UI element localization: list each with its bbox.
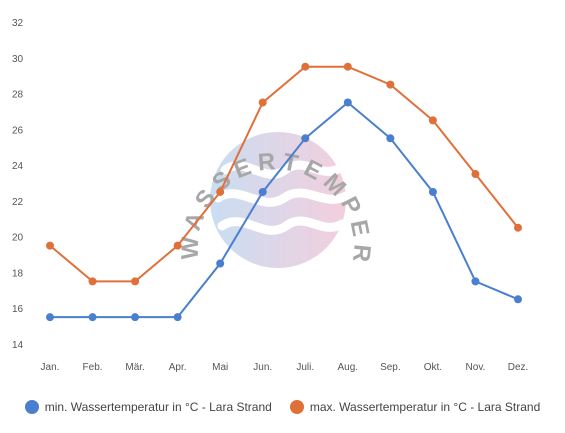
y-tick-label: 32 — [12, 18, 24, 29]
x-tick-label: Mai — [212, 362, 228, 373]
y-tick-label: 16 — [12, 304, 24, 315]
data-point-0-5[interactable] — [258, 187, 267, 196]
legend-marker-max — [289, 400, 304, 414]
legend-item-max[interactable]: max. Wassertemperatur in °C - Lara Stran… — [289, 400, 541, 414]
y-tick-label: 22 — [12, 197, 24, 208]
data-point-1-11[interactable] — [514, 223, 522, 232]
y-axis-ticks: 14 16 18 20 22 24 26 28 30 32 — [12, 18, 24, 351]
series-line-0 — [50, 101, 519, 319]
data-point-1-9[interactable] — [428, 116, 437, 125]
y-tick-label: 20 — [12, 233, 24, 244]
data-point-0-8[interactable] — [386, 134, 395, 143]
x-tick-label: Okt. — [424, 362, 442, 373]
data-point-0-10[interactable] — [471, 277, 480, 286]
data-point-0-3[interactable] — [173, 313, 182, 322]
data-point-0-1[interactable] — [88, 313, 97, 322]
data-point-0-9[interactable] — [428, 187, 437, 196]
x-tick-label: Juli. — [296, 362, 314, 373]
x-tick-label: Mär. — [125, 362, 144, 373]
x-tick-label: Nov. — [466, 362, 486, 373]
data-point-0-11[interactable] — [514, 295, 522, 304]
x-tick-label: Jan. — [41, 362, 60, 373]
y-tick-label: 28 — [12, 90, 24, 101]
y-tick-label: 14 — [12, 340, 24, 351]
series-points — [46, 62, 522, 322]
series-lines — [49, 65, 519, 319]
data-point-1-2[interactable] — [131, 277, 140, 286]
x-tick-label: Dez. — [508, 362, 529, 373]
y-tick-label: 30 — [12, 54, 24, 65]
data-point-1-10[interactable] — [471, 170, 480, 179]
x-tick-label: Feb. — [83, 362, 103, 373]
y-tick-label: 26 — [12, 125, 24, 136]
data-point-0-6[interactable] — [301, 134, 310, 143]
data-point-1-0[interactable] — [46, 241, 54, 250]
data-point-0-4[interactable] — [216, 259, 225, 268]
y-tick-label: 24 — [12, 161, 24, 172]
data-point-1-4[interactable] — [216, 187, 225, 196]
legend-label-min: min. Wassertemperatur in °C - Lara Stran… — [44, 400, 272, 414]
data-point-1-1[interactable] — [88, 277, 97, 286]
x-tick-label: Jun. — [253, 362, 272, 373]
data-point-1-3[interactable] — [173, 241, 182, 250]
data-point-1-6[interactable] — [301, 62, 310, 71]
data-point-0-0[interactable] — [46, 313, 54, 322]
data-point-0-7[interactable] — [343, 98, 352, 107]
x-tick-label: Apr. — [169, 362, 187, 373]
legend-label-max: max. Wassertemperatur in °C - Lara Stran… — [309, 400, 541, 414]
data-point-1-7[interactable] — [343, 62, 352, 71]
legend-marker-min — [24, 400, 39, 414]
legend-item-min[interactable]: min. Wassertemperatur in °C - Lara Stran… — [24, 400, 272, 414]
legend: min. Wassertemperatur in °C - Lara Stran… — [0, 392, 565, 422]
x-tick-label: Sep. — [380, 362, 401, 373]
y-tick-label: 18 — [12, 268, 24, 279]
data-point-1-5[interactable] — [258, 98, 267, 107]
watermark-logo: WASSERTEMPERATUR.ORG — [0, 0, 370, 269]
series-line-1 — [49, 65, 519, 283]
data-point-1-8[interactable] — [386, 80, 395, 89]
data-point-0-2[interactable] — [131, 313, 140, 322]
x-axis-ticks: Jan. Feb. Mär. Apr. Mai Jun. Juli. Aug. Sep. Okt.… — [41, 362, 529, 373]
x-tick-label: Aug. — [338, 362, 359, 373]
